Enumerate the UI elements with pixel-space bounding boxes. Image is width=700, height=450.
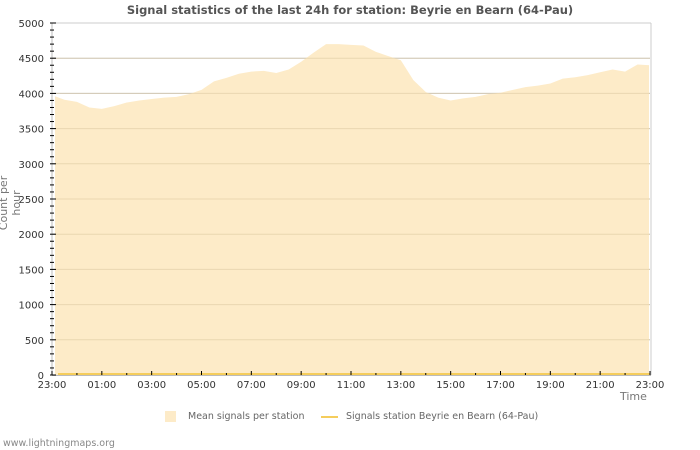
y-axis-ticks: 0 500 1000 1500 2000 2500 3000 3500 4000 4500 5000 bbox=[19, 19, 56, 382]
svg-text:1000: 1000 bbox=[19, 301, 44, 312]
svg-text:19:00: 19:00 bbox=[536, 380, 565, 391]
legend-label-station: Signals station Beyrie en Bearn (64-Pau) bbox=[346, 411, 539, 422]
svg-text:5000: 5000 bbox=[19, 19, 44, 30]
svg-text:2000: 2000 bbox=[19, 230, 44, 241]
footer-credit: www.lightningmaps.org bbox=[3, 438, 115, 449]
mean-signals-area bbox=[55, 44, 650, 376]
svg-text:23:00: 23:00 bbox=[38, 380, 67, 391]
legend-label-mean: Mean signals per station bbox=[188, 411, 305, 422]
svg-text:11:00: 11:00 bbox=[337, 380, 366, 391]
svg-text:1500: 1500 bbox=[19, 265, 44, 276]
svg-text:0: 0 bbox=[38, 371, 44, 382]
svg-text:500: 500 bbox=[25, 336, 44, 347]
legend-item-station[interactable]: Signals station Beyrie en Bearn (64-Pau) bbox=[321, 411, 538, 422]
svg-text:17:00: 17:00 bbox=[486, 380, 515, 391]
svg-text:2500: 2500 bbox=[19, 195, 44, 206]
x-axis-ticks: 23:00 01:00 03:00 05:00 07:00 09:00 11:00 13:00… bbox=[38, 371, 665, 391]
svg-text:13:00: 13:00 bbox=[386, 380, 415, 391]
chart-title: Signal statistics of the last 24h for st… bbox=[126, 3, 574, 17]
x-axis-label: Time bbox=[620, 390, 647, 403]
y-axis-label: Count per hour bbox=[0, 175, 23, 231]
svg-text:05:00: 05:00 bbox=[187, 380, 216, 391]
svg-text:4000: 4000 bbox=[19, 89, 44, 100]
svg-text:01:00: 01:00 bbox=[87, 380, 116, 391]
svg-text:07:00: 07:00 bbox=[237, 380, 266, 391]
svg-text:15:00: 15:00 bbox=[436, 380, 465, 391]
svg-text:21:00: 21:00 bbox=[586, 380, 615, 391]
legend-swatch-mean-icon bbox=[165, 411, 176, 422]
svg-text:4500: 4500 bbox=[19, 54, 44, 65]
svg-text:03:00: 03:00 bbox=[137, 380, 166, 391]
svg-text:3000: 3000 bbox=[19, 160, 44, 171]
legend: Mean signals per station Signals station… bbox=[0, 411, 700, 427]
legend-item-mean[interactable]: Mean signals per station bbox=[165, 411, 304, 422]
svg-text:3500: 3500 bbox=[19, 125, 44, 136]
svg-text:09:00: 09:00 bbox=[287, 380, 316, 391]
legend-swatch-station-icon bbox=[321, 415, 338, 418]
svg-text:23:00: 23:00 bbox=[636, 380, 665, 391]
